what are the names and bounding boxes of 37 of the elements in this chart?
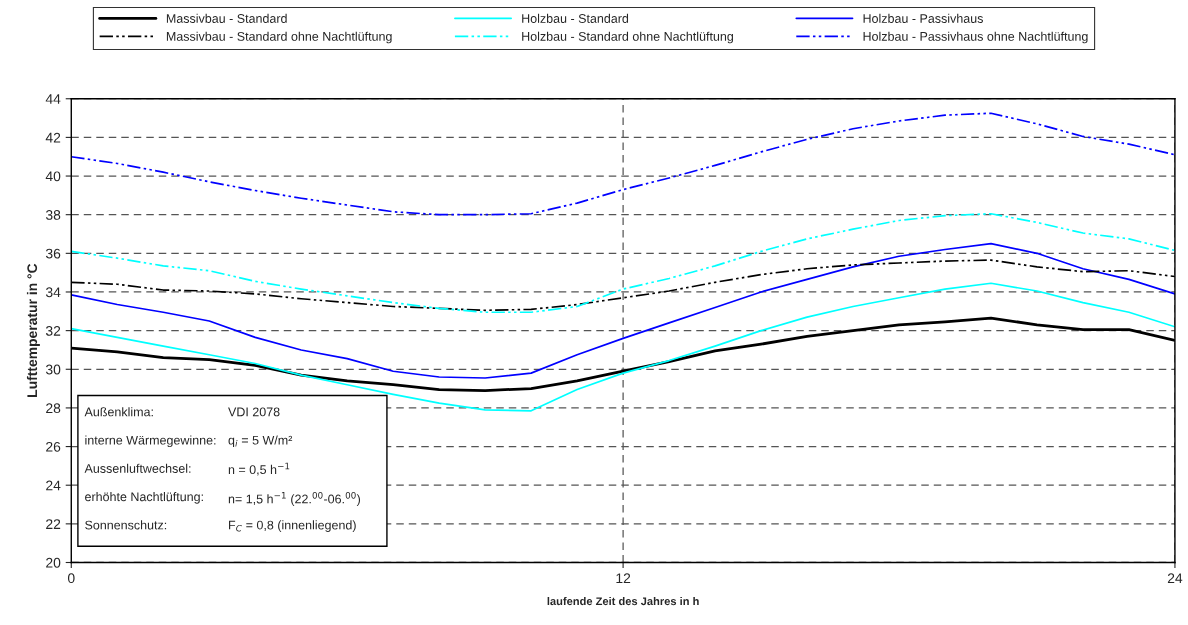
annotation: Außenklima: [84,407,153,417]
legend-label: Massivbau - Standard ohne Nachtlüftung [166,31,392,44]
line-series [71,112,1175,216]
annotation: F$_{C}$ = 0,8 (innenliegend) [229,520,356,532]
x-tick-label: 24 [1167,573,1183,583]
y-tick-label: 32 [45,325,61,336]
y-tick-label: 20 [46,557,61,568]
legend-label: Holzbau - Standard [522,13,629,23]
annotation: n= 1,5 h$^{−1}$ (22.$^{00}$-06.$^{00}$) [228,492,361,506]
x-tick-label: 12 [616,573,631,583]
x-axis-title: laufende Zeit des Jahres in h [547,596,699,606]
y-tick-label: 34 [45,287,61,298]
y-tick-label: 42 [45,132,61,143]
y-tick-label: 36 [45,248,61,259]
legend-label: Holzbau - Passivhaus ohne Nachtlüftung [863,31,1088,44]
annotation: n = 0,5 h$^{−1}$ [228,462,290,476]
y-axis-title: Lufttemperatur in °C [26,263,40,397]
y-tick-label: 22 [46,519,61,529]
legend-label: Holzbau - Standard ohne Nachtlüftung [522,31,733,44]
x-tick-label: 0 [67,573,75,584]
annotation: Sonnenschutz: [85,520,167,530]
line-series [71,212,1175,314]
annotation: q$_{i}$ = 5 W/m² [228,435,293,448]
y-tick-label: 40 [45,171,61,182]
legend-label: Massivbau - Standard [166,13,287,23]
line-series [71,242,1175,379]
y-tick-label: 44 [45,94,61,104]
y-tick-label: 26 [46,441,61,452]
annotation: Aussenluftwechsel: [84,463,191,473]
annotation: interne Wärmegewinne: [85,435,216,448]
y-tick-label: 24 [46,480,61,491]
annotation: erhöhte Nachtlüftung: [85,492,203,504]
y-tick-label: 30 [45,364,61,375]
annotation: VDI 2078 [228,407,280,417]
y-tick-label: 28 [46,403,61,414]
y-tick-label: 38 [45,210,61,220]
legend-label: Holzbau - Passivhaus [863,13,983,23]
